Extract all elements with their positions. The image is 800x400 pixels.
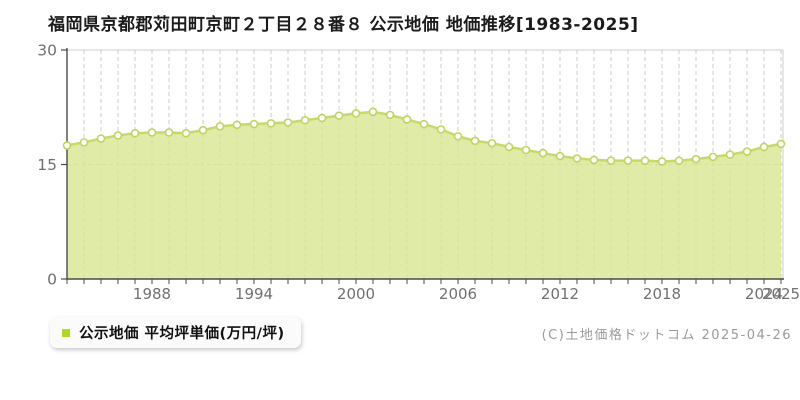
data-point-marker <box>130 128 140 138</box>
data-point-marker <box>538 148 548 158</box>
data-point-marker <box>759 142 769 152</box>
data-point-marker <box>113 131 123 140</box>
y-tick-label: 30 <box>37 42 57 60</box>
data-point-marker <box>776 139 786 149</box>
data-point-marker <box>691 154 701 164</box>
data-point-marker <box>385 110 395 120</box>
data-point-marker <box>79 138 89 147</box>
legend-marker-icon <box>62 328 70 337</box>
y-tick-label: 15 <box>37 156 57 174</box>
data-point-marker <box>96 134 106 143</box>
data-point-marker <box>521 145 531 155</box>
data-point-marker <box>402 115 412 124</box>
data-point-marker <box>555 151 565 161</box>
data-point-marker <box>674 156 684 165</box>
data-point-marker <box>62 141 72 150</box>
data-point-marker <box>419 119 429 129</box>
x-tick-label: 2006 <box>439 285 477 303</box>
data-point-marker <box>368 107 378 117</box>
data-point-markers <box>62 107 786 166</box>
x-tick-label: 1988 <box>133 285 171 303</box>
x-tick-label: 2018 <box>643 285 681 303</box>
data-point-marker <box>470 136 480 146</box>
data-point-marker <box>283 118 293 127</box>
data-point-marker <box>453 131 463 141</box>
x-tick-label: 2000 <box>337 285 375 303</box>
x-tick-label: 2025 <box>762 285 800 303</box>
axes <box>61 48 784 284</box>
price-area <box>67 111 781 279</box>
data-point-marker <box>589 155 599 165</box>
x-tick-label: 2012 <box>541 285 579 303</box>
data-point-marker <box>300 115 310 125</box>
data-point-marker <box>708 152 718 162</box>
data-point-marker <box>334 111 344 120</box>
data-point-marker <box>742 147 752 156</box>
legend: 公示地価 平均坪単価(万円/坪) <box>50 317 301 348</box>
data-point-marker <box>572 154 582 163</box>
data-point-marker <box>266 118 276 128</box>
chart-title: 福岡県京都郡苅田町京町２丁目２８番８ 公示地価 地価推移[1983-2025] <box>48 15 639 35</box>
data-point-marker <box>147 128 157 137</box>
legend-label: 公示地価 平均坪単価(万円/坪) <box>79 326 285 342</box>
data-point-marker <box>249 119 259 129</box>
data-point-marker <box>606 156 616 165</box>
data-point-marker <box>436 125 446 134</box>
data-point-marker <box>623 156 633 165</box>
data-point-marker <box>657 157 667 166</box>
copyright: (C)土地価格ドットコム 2025-04-26 <box>541 328 792 343</box>
data-point-marker <box>640 156 650 165</box>
x-tick-label: 2024 <box>745 285 783 303</box>
x-tick-label: 1994 <box>235 285 273 303</box>
data-point-marker <box>504 142 514 152</box>
data-point-marker <box>198 125 208 135</box>
area-fill <box>67 111 781 279</box>
data-point-marker <box>215 122 225 131</box>
y-tick-labels: 0 15 30 <box>37 42 57 289</box>
data-point-marker <box>725 150 735 159</box>
data-point-marker <box>351 109 361 118</box>
y-tick-label: 0 <box>47 271 57 289</box>
data-point-marker <box>317 113 327 123</box>
data-point-marker <box>181 128 191 138</box>
data-point-marker <box>487 138 497 148</box>
data-point-marker <box>232 120 242 130</box>
data-point-marker <box>164 128 174 137</box>
